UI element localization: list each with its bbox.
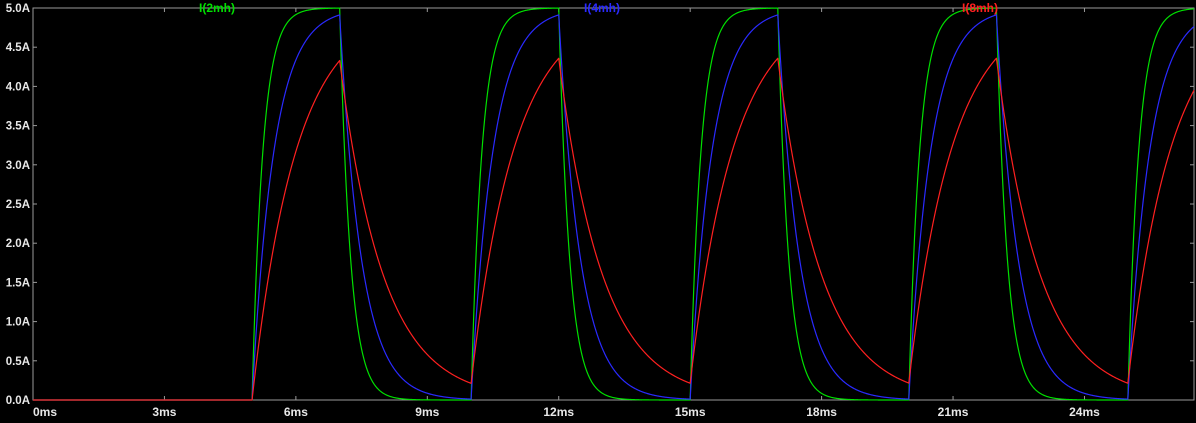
y-axis-tick-label: 3.5A bbox=[6, 121, 30, 133]
trace-I(2mh)[interactable] bbox=[32, 7, 1195, 401]
y-axis-tick-label: 2.5A bbox=[6, 199, 30, 211]
legend-trace-8mh[interactable]: I(8mh) bbox=[962, 1, 998, 15]
x-axis-tick-label: 21ms bbox=[938, 405, 969, 419]
plot-border bbox=[32, 7, 1195, 401]
legend-trace-2mh[interactable]: I(2mh) bbox=[199, 1, 235, 15]
y-axis-tick-label: 4.5A bbox=[6, 42, 30, 54]
y-axis-tick-label: 1.5A bbox=[6, 277, 30, 289]
x-axis-tick-label: 15ms bbox=[675, 405, 706, 419]
x-axis-tick-label: 12ms bbox=[543, 405, 574, 419]
x-axis-tick-label: 9ms bbox=[415, 405, 439, 419]
y-axis-tick-label: 3.0A bbox=[6, 160, 30, 172]
x-axis-tick-label: 0ms bbox=[33, 405, 57, 419]
x-axis-tick-label: 18ms bbox=[806, 405, 837, 419]
x-axis-tick-label: 6ms bbox=[284, 405, 308, 419]
x-axis-tick-label: 3ms bbox=[152, 405, 176, 419]
trace-I(8mh)[interactable] bbox=[32, 57, 1195, 401]
y-axis-tick-label: 5.0A bbox=[6, 3, 30, 15]
trace-I(4mh)[interactable] bbox=[32, 14, 1195, 401]
y-axis-tick-label: 2.0A bbox=[6, 238, 30, 250]
y-axis-tick-label: 0.0A bbox=[6, 395, 30, 407]
y-axis-tick-label: 0.5A bbox=[6, 356, 30, 368]
y-axis-tick-label: 1.0A bbox=[6, 317, 30, 329]
x-axis-tick-label: 24ms bbox=[1069, 405, 1100, 419]
y-axis-tick-label: 4.0A bbox=[6, 81, 30, 93]
legend-trace-4mh[interactable]: I(4mh) bbox=[584, 1, 620, 15]
